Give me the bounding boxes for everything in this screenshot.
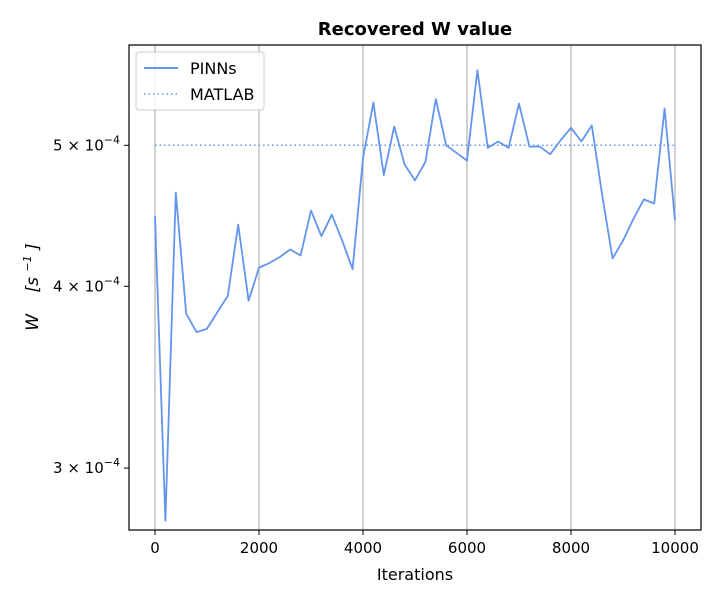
y-tick-label: 3 × 10−4 bbox=[53, 456, 120, 477]
y-axis: 3 × 10−44 × 10−45 × 10−4 bbox=[53, 133, 129, 477]
x-axis-label: Iterations bbox=[377, 565, 453, 584]
legend: PINNs MATLAB bbox=[135, 51, 265, 111]
y-tick-label-mantissa: 4 × 10 bbox=[53, 277, 104, 295]
x-tick-label: 2000 bbox=[240, 539, 278, 557]
y-tick-label: 5 × 10−4 bbox=[53, 133, 120, 154]
x-tick-label: 10000 bbox=[651, 539, 699, 557]
series-line-pinns bbox=[154, 69, 676, 522]
x-tick-label: 4000 bbox=[344, 539, 382, 557]
y-tick-label-mantissa: 5 × 10 bbox=[53, 136, 104, 154]
x-axis: 0 2000 4000 6000 8000 10000 bbox=[150, 530, 699, 557]
plot-area-frame bbox=[128, 44, 702, 531]
x-tick-label: 8000 bbox=[552, 539, 590, 557]
x-tick-label: 6000 bbox=[448, 539, 486, 557]
y-tick-label-exponent: −4 bbox=[104, 274, 120, 287]
x-tick-label: 0 bbox=[150, 539, 160, 557]
legend-label-pinns: PINNs bbox=[190, 59, 237, 78]
y-axis-label-symbol: W bbox=[23, 313, 43, 331]
y-axis-label-unit: [s bbox=[23, 277, 43, 293]
series-layer bbox=[154, 69, 676, 522]
chart-title: Recovered W value bbox=[318, 19, 512, 40]
legend-label-matlab: MATLAB bbox=[190, 85, 254, 104]
y-axis-label-unit-exponent: −1 bbox=[21, 255, 34, 271]
y-tick-label-mantissa: 3 × 10 bbox=[53, 459, 104, 477]
y-tick-label-exponent: −4 bbox=[104, 133, 120, 146]
y-axis-label-unit-close: ] bbox=[23, 243, 43, 251]
grid-lines bbox=[154, 45, 676, 530]
y-axis-label: W [s −1 ] bbox=[16, 243, 43, 330]
y-tick-label: 4 × 10−4 bbox=[53, 274, 120, 295]
y-tick-label-exponent: −4 bbox=[104, 456, 120, 469]
legend-box bbox=[135, 51, 265, 111]
